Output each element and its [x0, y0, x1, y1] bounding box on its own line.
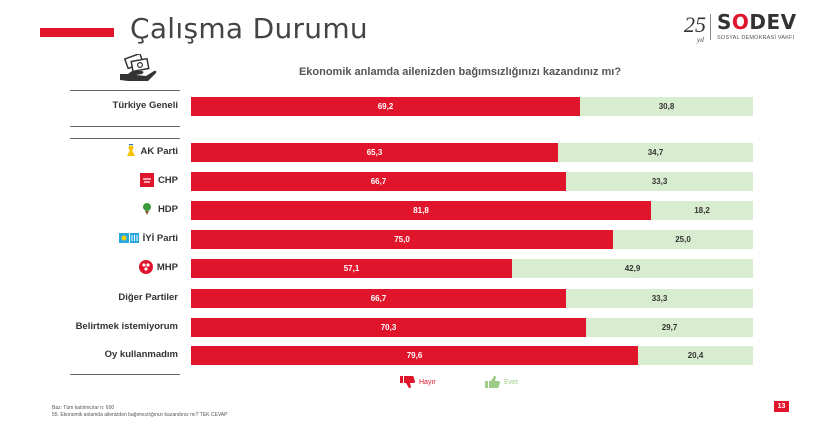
- thumbs-down-icon: [400, 376, 415, 388]
- category-label-text: AK Parti: [140, 146, 178, 157]
- bar-hayir: 79,6: [191, 346, 638, 365]
- page-title: Çalışma Durumu: [130, 12, 368, 45]
- money-hand-icon: [120, 54, 157, 81]
- category-label: İYİ Parti: [40, 230, 180, 248]
- bar-evet: 25,0: [613, 230, 753, 249]
- category-label-text: CHP: [157, 175, 178, 186]
- bar-hayir: 70,3: [191, 318, 586, 337]
- bar-hayir: 81,8: [191, 201, 651, 220]
- category-label-text: Belirtmek istemiyorum: [75, 321, 178, 332]
- logo-year-text: yıl: [697, 36, 704, 44]
- footnote-base: Baz: Tüm katılımcılar n: 600: [52, 405, 115, 411]
- ak-parti-logo-icon: [126, 144, 135, 157]
- row-divider: [70, 374, 180, 375]
- logo-subtitle: SOSYAL DEMOKRASİ VAKFI: [717, 35, 795, 41]
- bar-hayir: 66,7: [191, 289, 566, 308]
- row-divider: [70, 126, 180, 127]
- row-divider: [70, 138, 180, 139]
- bar-evet: 33,3: [566, 289, 753, 308]
- legend-hayir-label: Hayır: [419, 378, 436, 386]
- thumbs-up-icon: [485, 376, 500, 388]
- title-accent-bar: [40, 28, 114, 37]
- category-label-text: Türkiye Geneli: [112, 100, 178, 111]
- bar-evet: 34,7: [558, 143, 753, 162]
- bar-evet: 18,2: [651, 201, 753, 220]
- bar-evet: 42,9: [512, 259, 753, 278]
- chart-question: Ekonomik anlamda ailenizden bağımsızlığı…: [298, 66, 622, 78]
- legend-evet-label: Evet: [504, 378, 519, 386]
- legend-evet: Evet: [485, 376, 518, 388]
- bar-evet: 33,3: [566, 172, 753, 191]
- category-label-text: İYİ Parti: [142, 233, 178, 244]
- logo-brand: SODEV: [717, 10, 797, 34]
- bar-hayir: 66,7: [191, 172, 566, 191]
- category-label: Oy kullanmadım: [40, 346, 180, 364]
- logo-anniversary-number: 25: [684, 12, 706, 37]
- legend-hayir: Hayır: [400, 376, 436, 388]
- page-number: 13: [774, 401, 789, 412]
- category-label: CHP: [40, 172, 180, 190]
- bar-hayir: 75,0: [191, 230, 613, 249]
- hdp-logo-icon: [142, 203, 151, 216]
- bar-hayir: 57,1: [191, 259, 512, 278]
- bar-hayir: 69,2: [191, 97, 580, 116]
- category-label: Diğer Partiler: [40, 289, 180, 307]
- category-label-text: HDP: [157, 204, 178, 215]
- category-label: Belirtmek istemiyorum: [40, 318, 180, 336]
- footnote-question: 55. Ekonomik anlamda ailenizden bağımsız…: [52, 412, 228, 418]
- category-label: AK Parti: [40, 143, 180, 161]
- bar-hayir: 65,3: [191, 143, 558, 162]
- row-divider: [70, 90, 180, 91]
- category-label-text: Oy kullanmadım: [104, 349, 178, 360]
- category-label: HDP: [40, 201, 180, 219]
- category-label: MHP: [40, 259, 180, 277]
- iyi-parti-logo-icon: [118, 233, 139, 244]
- category-label-text: MHP: [156, 262, 178, 273]
- mhp-logo-icon: [138, 260, 153, 275]
- sodev-logo: 25 yıl SODEV SOSYAL DEMOKRASİ VAKFI: [682, 8, 797, 48]
- bar-evet: 30,8: [580, 97, 753, 116]
- bar-evet: 29,7: [586, 318, 753, 337]
- category-label: Türkiye Geneli: [40, 97, 180, 115]
- category-label-text: Diğer Partiler: [118, 292, 178, 303]
- chp-logo-icon: [139, 173, 154, 188]
- bar-evet: 20,4: [638, 346, 753, 365]
- logo-divider: [710, 14, 711, 40]
